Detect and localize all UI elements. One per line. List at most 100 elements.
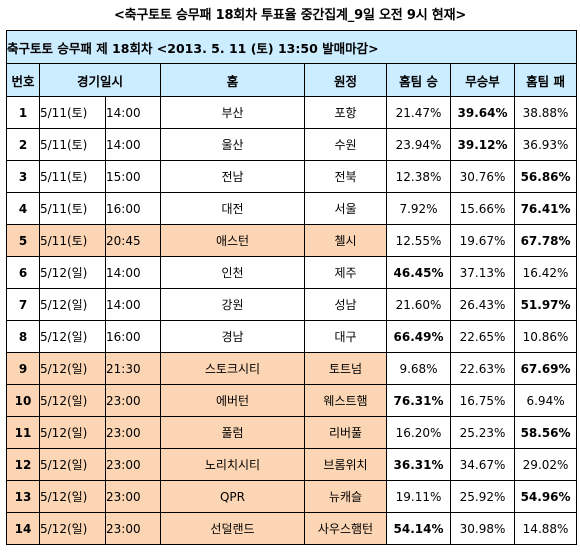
away-team: 제주 [304,256,387,289]
match-date: 5/11(토) [39,96,106,129]
home-win-rate: 12.55% [386,224,451,257]
home-win-rate: 7.92% [386,192,451,225]
match-date: 5/12(일) [39,288,106,321]
document-title: <축구토토 승무패 18회차 투표율 중간집계_9일 오전 9시 현재> [113,8,467,23]
draw-rate: 22.63% [450,352,515,385]
draw-rate: 22.65% [450,320,515,353]
away-team: 웨스트햄 [304,384,387,417]
home-team: 스토크시티 [160,352,305,385]
draw-rate: 25.23% [450,416,515,449]
table-row: 3 5/11(토) 15:00 전남 전북 12.38% 30.76% 56.86% [6,160,578,193]
draw-rate: 39.64% [450,96,515,129]
col-header-no: 번호 [6,63,40,97]
draw-rate: 30.98% [450,512,515,545]
match-date: 5/12(일) [39,320,106,353]
away-team: 토트넘 [304,352,387,385]
table-header-row: 번호 경기일시 홈 원정 홈팀 승 무승부 홈팀 패 [6,63,578,97]
home-team: 애스턴 [160,224,305,257]
draw-rate: 16.75% [450,384,515,417]
match-time: 14:00 [105,288,161,321]
match-number: 1 [6,96,40,129]
col-header-lose: 홈팀 패 [513,63,578,97]
match-number: 8 [6,320,40,353]
match-date: 5/12(일) [39,256,106,289]
draw-rate: 30.76% [450,160,515,193]
away-team: 첼시 [304,224,387,257]
home-win-rate: 19.11% [386,480,451,513]
home-team: 울산 [160,128,305,161]
away-team: 브롬위치 [304,448,387,481]
home-team: 노리치시티 [160,448,305,481]
match-date: 5/12(일) [39,416,106,449]
match-number: 10 [6,384,40,417]
home-win-rate: 16.20% [386,416,451,449]
table-row: 12 5/12(일) 23:00 노리치시티 브롬위치 36.31% 34.67% 29.02… [6,448,578,481]
away-team: 수원 [304,128,387,161]
home-team: 대전 [160,192,305,225]
home-team: 강원 [160,288,305,321]
match-number: 14 [6,512,40,545]
table-row: 4 5/11(토) 16:00 대전 서울 7.92% 15.66% 76.41% [6,192,578,225]
home-lose-rate: 56.86% [513,160,578,193]
away-team: 성남 [304,288,387,321]
table-row: 1 5/11(토) 14:00 부산 포항 21.47% 39.64% 38.88% [6,96,578,129]
home-lose-rate: 10.86% [513,320,578,353]
match-number: 6 [6,256,40,289]
match-date: 5/12(일) [39,384,106,417]
match-number: 7 [6,288,40,321]
match-time: 23:00 [105,512,161,545]
home-lose-rate: 76.41% [513,192,578,225]
home-win-rate: 21.47% [386,96,451,129]
home-lose-rate: 14.88% [513,512,578,545]
home-lose-rate: 51.97% [513,288,578,321]
home-win-rate: 66.49% [386,320,451,353]
table-row: 14 5/12(일) 23:00 선덜랜드 사우스햄턴 54.14% 30.98% 14.88… [6,512,578,545]
home-team: 에버턴 [160,384,305,417]
home-lose-rate: 58.56% [513,416,578,449]
match-time: 14:00 [105,96,161,129]
match-number: 5 [6,224,40,257]
home-win-rate: 76.31% [386,384,451,417]
table-subheader-row: 축구토토 승무패 제 18회차 <2013. 5. 11 (토) 13:50 발… [5,30,578,64]
match-time: 20:45 [105,224,161,257]
home-win-rate: 46.45% [386,256,451,289]
table-row: 13 5/12(일) 23:00 QPR 뉴캐슬 19.11% 25.92% 54.96% [6,480,578,513]
table-row: 5 5/11(토) 20:45 애스턴 첼시 12.55% 19.67% 67.78% [6,224,578,257]
home-lose-rate: 54.96% [513,480,578,513]
table-row: 6 5/12(일) 14:00 인천 제주 46.45% 37.13% 16.42% [6,256,578,289]
match-date: 5/11(토) [39,224,106,257]
match-time: 16:00 [105,192,161,225]
table-row: 9 5/12(일) 21:30 스토크시티 토트넘 9.68% 22.63% 67.69% [6,352,578,385]
away-team: 리버풀 [304,416,387,449]
home-win-rate: 12.38% [386,160,451,193]
col-header-datetime: 경기일시 [39,63,161,97]
match-time: 23:00 [105,384,161,417]
vote-rate-table: 축구토토 승무패 제 18회차 <2013. 5. 11 (토) 13:50 발… [5,30,578,545]
match-date: 5/11(토) [39,128,106,161]
away-team: 포항 [304,96,387,129]
draw-rate: 15.66% [450,192,515,225]
home-lose-rate: 67.78% [513,224,578,257]
draw-rate: 39.12% [450,128,515,161]
match-date: 5/12(일) [39,352,106,385]
home-lose-rate: 16.42% [513,256,578,289]
home-win-rate: 21.60% [386,288,451,321]
col-header-win: 홈팀 승 [386,63,451,97]
home-win-rate: 9.68% [386,352,451,385]
home-team: 인천 [160,256,305,289]
draw-rate: 37.13% [450,256,515,289]
match-date: 5/11(토) [39,160,106,193]
table-row: 2 5/11(토) 14:00 울산 수원 23.94% 39.12% 36.93% [6,128,578,161]
draw-rate: 34.67% [450,448,515,481]
home-team: 선덜랜드 [160,512,305,545]
away-team: 뉴캐슬 [304,480,387,513]
match-number: 4 [6,192,40,225]
col-header-home: 홈 [160,63,305,97]
match-number: 9 [6,352,40,385]
table-row: 8 5/12(일) 16:00 경남 대구 66.49% 22.65% 10.86% [6,320,578,353]
match-date: 5/12(일) [39,448,106,481]
home-team: 경남 [160,320,305,353]
home-team: 부산 [160,96,305,129]
away-team: 사우스햄턴 [304,512,387,545]
match-number: 13 [6,480,40,513]
